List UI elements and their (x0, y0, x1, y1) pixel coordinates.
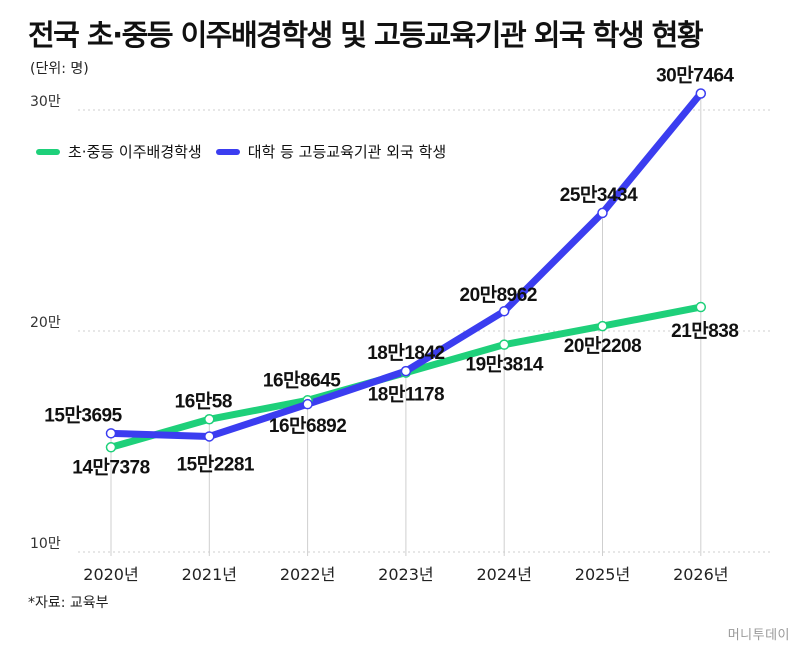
series-1-point-6 (695, 88, 707, 99)
series-1-data-label-2: 16만6892 (269, 415, 346, 437)
series-1-point-4 (498, 305, 510, 317)
series-0-point-4 (498, 339, 510, 350)
chart-title: 전국 초·중등 이주배경학생 및 고등교육기관 외국 학생 현황 (28, 18, 704, 52)
series-1-point-2 (302, 398, 313, 410)
series-1-data-label-5: 25만3434 (560, 184, 638, 206)
source-note: *자료: 교육부 (28, 595, 109, 611)
series-1-data-label-1: 15만2281 (177, 453, 255, 475)
x-tick-label-3: 2023년 (378, 565, 433, 584)
x-tick-label-0: 2020년 (83, 565, 138, 584)
legend: 초·중등 이주배경학생 대학 등 고등교육기관 외국 학생 (36, 141, 460, 162)
x-tick-label-5: 2025년 (575, 565, 630, 584)
x-tick-label-4: 2024년 (476, 565, 531, 584)
series-0-point-0 (105, 442, 117, 453)
series-1-data-label-4: 20만8962 (460, 284, 537, 306)
series-0-data-label-5: 20만2208 (564, 335, 641, 357)
y-tick-label-1: 20만 (30, 315, 61, 331)
series-0-point-5 (597, 320, 608, 332)
series-1-point-1 (204, 431, 215, 442)
series-1-point-0 (105, 428, 117, 439)
series-0-point-6 (695, 301, 707, 313)
series-0-data-label-0: 14만7378 (72, 456, 149, 478)
series-0-point-1 (204, 414, 215, 425)
legend-swatch-blue (215, 148, 240, 155)
series-1-data-label-6: 30만7464 (656, 65, 734, 87)
unit-label: (단위: 명) (30, 61, 89, 77)
legend-label-blue: 대학 등 고등교육기관 외국 학생 (247, 143, 447, 161)
series-1-data-label-3: 18만1842 (367, 342, 444, 364)
series-0-data-label-3: 18만1178 (368, 384, 444, 406)
series-1-point-5 (597, 207, 608, 219)
legend-item-blue: 대학 등 고등교육기관 외국 학생 (215, 141, 447, 162)
x-tick-label-6: 2026년 (673, 565, 728, 584)
series-1-point-3 (400, 365, 412, 377)
legend-label-green: 초·중등 이주배경학생 (68, 143, 202, 161)
series-0-data-label-2: 16만8645 (263, 369, 341, 391)
series-0-data-label-6: 21만838 (671, 320, 738, 342)
series-0-data-label-1: 16만58 (175, 390, 232, 412)
x-tick-label-1: 2021년 (182, 565, 237, 584)
y-tick-label-2: 30만 (30, 94, 61, 110)
x-tick-label-2: 2022년 (280, 565, 335, 584)
publisher-logo: 머니투데이 (727, 628, 790, 643)
y-tick-label-0: 10만 (30, 536, 61, 552)
series-0-data-label-4: 19만3814 (466, 354, 544, 376)
legend-item-green: 초·중등 이주배경학생 (36, 141, 202, 162)
legend-swatch-green (36, 148, 60, 155)
series-1-data-label-0: 15만3695 (44, 404, 122, 426)
